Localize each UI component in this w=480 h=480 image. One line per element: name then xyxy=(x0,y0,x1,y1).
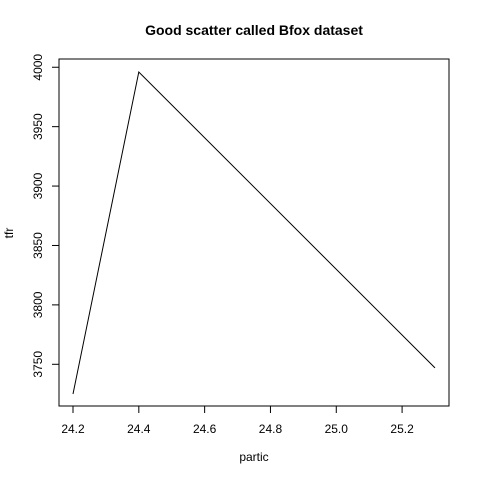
y-axis: 3750 3800 3850 3900 3950 4000 xyxy=(31,54,60,378)
x-tick-label: 25.0 xyxy=(325,422,349,436)
y-axis-label: tfr xyxy=(2,228,16,239)
x-tick-label: 24.4 xyxy=(127,422,151,436)
y-tick-label: 3800 xyxy=(31,291,45,318)
x-axis: 24.2 24.4 24.6 24.8 25.0 25.2 xyxy=(61,405,414,436)
x-tick-label: 24.2 xyxy=(61,422,85,436)
y-tick-label: 3950 xyxy=(31,113,45,140)
x-tick-label: 24.8 xyxy=(259,422,283,436)
y-tick-label: 3850 xyxy=(31,232,45,259)
x-axis-label: partic xyxy=(239,450,268,464)
y-tick-label: 3900 xyxy=(31,172,45,199)
chart-title: Good scatter called Bfox dataset xyxy=(145,22,363,38)
plot-box xyxy=(58,58,450,407)
x-tick-label: 25.2 xyxy=(390,422,414,436)
series-line xyxy=(72,70,436,395)
y-tick-label: 3750 xyxy=(31,351,45,378)
x-tick-label: 24.6 xyxy=(193,422,217,436)
y-tick-label: 4000 xyxy=(31,54,45,81)
